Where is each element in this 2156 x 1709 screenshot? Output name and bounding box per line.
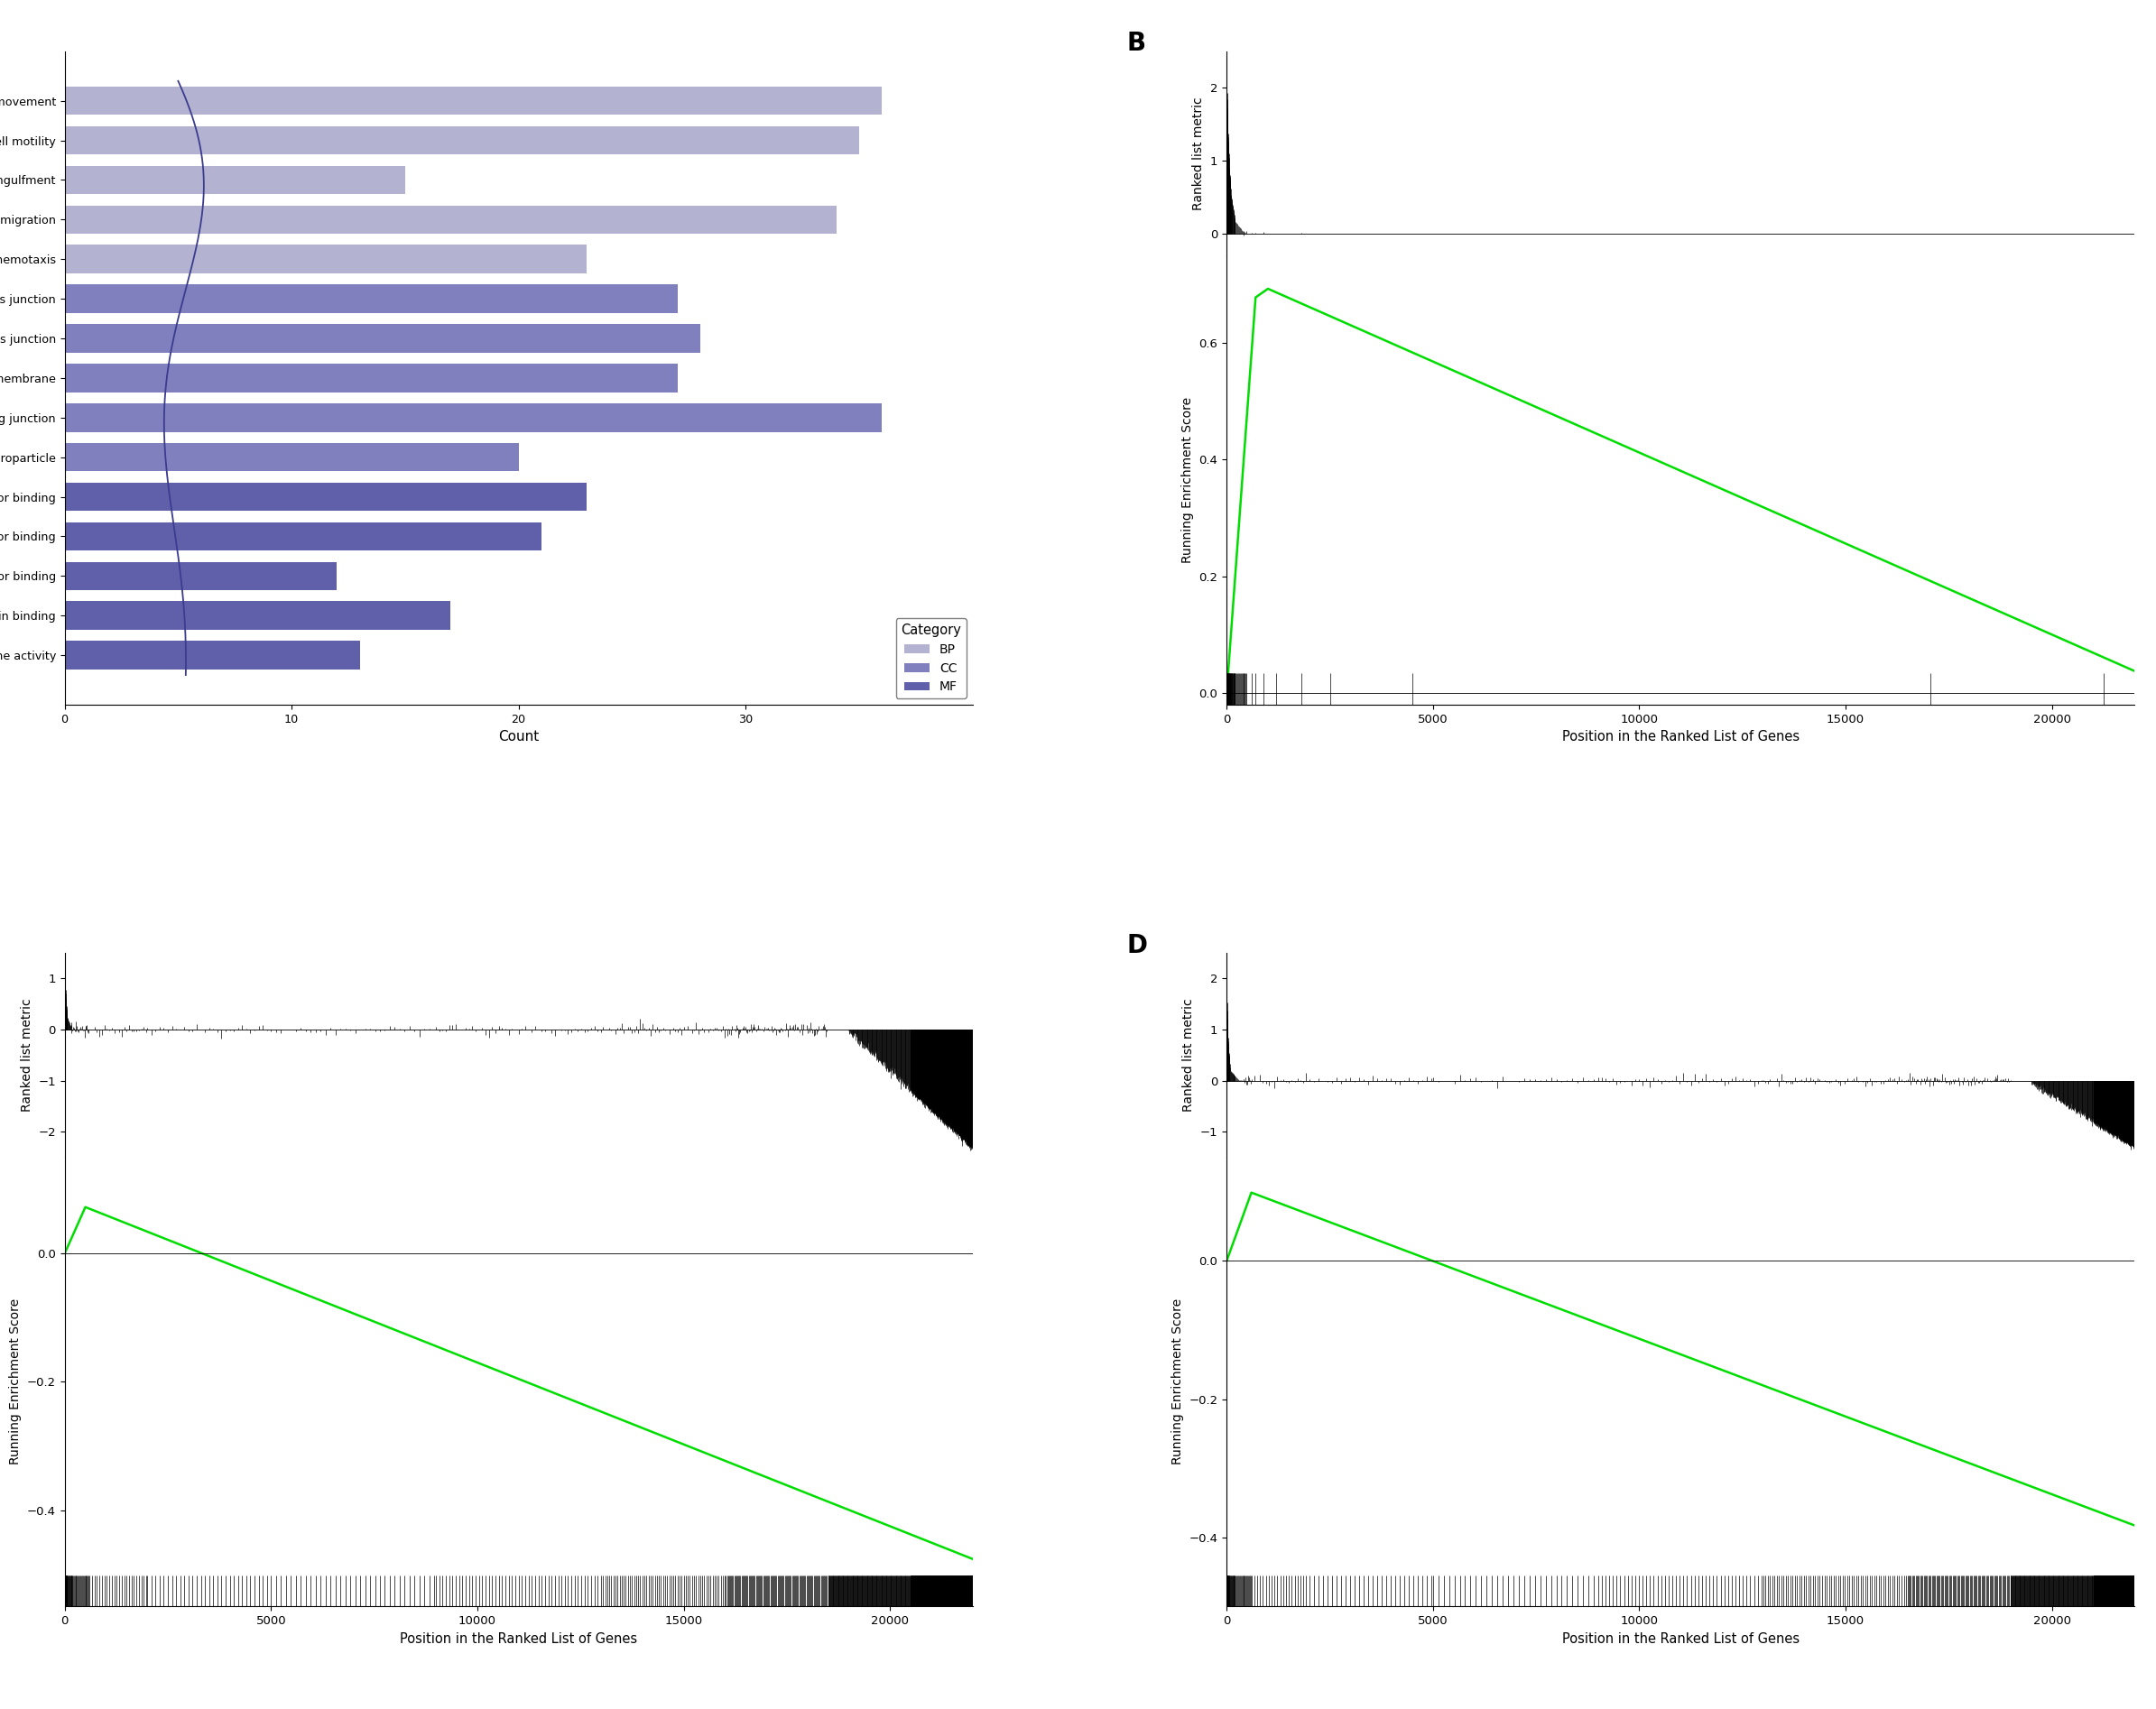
Bar: [65, 482, 586, 511]
Bar: [65, 205, 837, 234]
Y-axis label: Running Enrichment Score: Running Enrichment Score: [1171, 1299, 1184, 1465]
Y-axis label: Ranked list metric: Ranked list metric: [1192, 97, 1205, 210]
Bar: [65, 126, 858, 154]
Y-axis label: Running Enrichment Score: Running Enrichment Score: [9, 1299, 22, 1465]
Bar: [65, 325, 701, 352]
Text: B: B: [1128, 31, 1145, 56]
X-axis label: Count: Count: [498, 730, 539, 743]
Y-axis label: Running Enrichment Score: Running Enrichment Score: [1181, 396, 1194, 564]
Bar: [65, 403, 882, 432]
Bar: [65, 166, 405, 195]
Bar: [65, 364, 677, 393]
Bar: [65, 284, 677, 313]
Bar: [65, 443, 520, 472]
Y-axis label: Ranked list metric: Ranked list metric: [22, 998, 32, 1113]
X-axis label: Position in the Ranked List of Genes: Position in the Ranked List of Genes: [1561, 730, 1800, 743]
Bar: [65, 562, 336, 590]
Bar: [65, 87, 882, 115]
X-axis label: Position in the Ranked List of Genes: Position in the Ranked List of Genes: [399, 1632, 638, 1646]
Bar: [65, 244, 586, 273]
X-axis label: Position in the Ranked List of Genes: Position in the Ranked List of Genes: [1561, 1632, 1800, 1646]
Text: D: D: [1128, 933, 1147, 957]
Bar: [65, 523, 541, 550]
Y-axis label: Ranked list metric: Ranked list metric: [1181, 998, 1194, 1113]
Legend: BP, CC, MF: BP, CC, MF: [897, 619, 966, 699]
Bar: [65, 641, 360, 670]
Bar: [65, 602, 451, 631]
